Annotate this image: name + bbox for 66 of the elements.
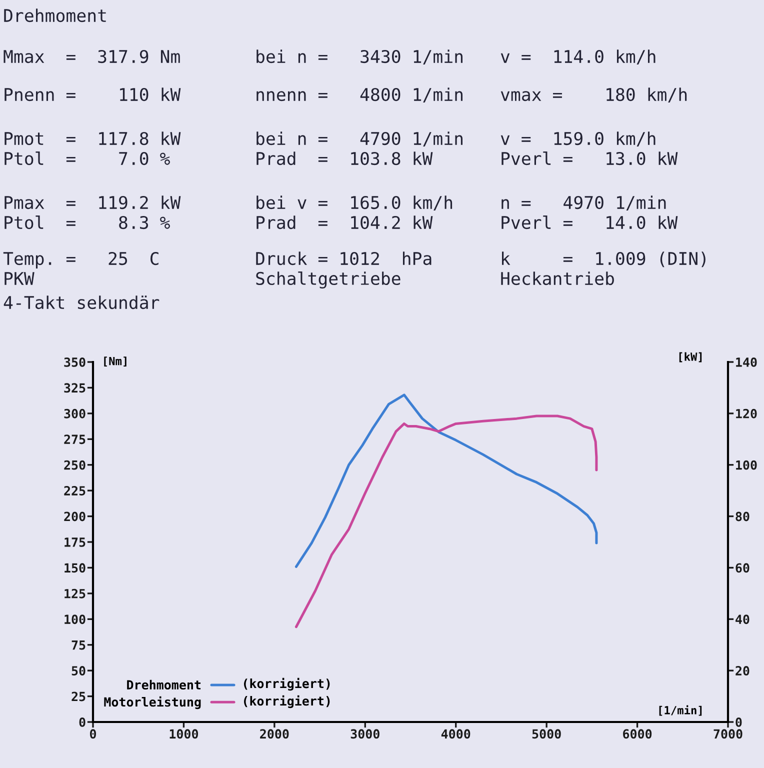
text: PKW xyxy=(4,272,34,285)
text: Schaltgetriebe xyxy=(256,271,400,289)
text: k = 1.009 (DIN) xyxy=(502,252,706,268)
y2-tick-label: 140 xyxy=(736,357,757,367)
y2-tick-label: 0 xyxy=(736,717,742,727)
text: Pmot = 117.8 kW xyxy=(4,132,181,146)
text: bei n = 4790 1/min xyxy=(256,132,462,146)
text: Prad = 104.2 kW xyxy=(256,216,433,230)
y-tick-label: 75 xyxy=(72,640,86,650)
x-tick-label: 5000 xyxy=(532,729,561,739)
text: Pverl = 14.0 kW xyxy=(502,216,678,230)
y2-tick-label: 120 xyxy=(736,408,757,418)
text: bei v = 165.0 km/h xyxy=(256,196,452,210)
annotation: (korrigiert) xyxy=(244,695,330,708)
y-tick-label: 250 xyxy=(64,460,86,470)
y2-tick-label: 60 xyxy=(736,563,750,573)
x-tick-label: 4000 xyxy=(441,729,470,739)
y-tick-label: 175 xyxy=(64,538,86,547)
x-tick-label: 0 xyxy=(90,729,96,739)
y-tick-label: 200 xyxy=(64,512,86,522)
y-tick-label: 100 xyxy=(64,614,86,624)
text: Heckantrieb xyxy=(501,272,614,286)
text: v = 159.0 km/h xyxy=(500,132,656,146)
text: Temp. = 25 C xyxy=(3,252,158,268)
text: vmax = 180 km/h xyxy=(500,88,687,102)
y-tick-label: 0 xyxy=(79,717,86,727)
y-tick-label: 275 xyxy=(64,434,86,444)
y2-axis-title: [kW] xyxy=(679,352,702,362)
text: Pnenn = 110 kW xyxy=(4,88,181,102)
y-tick-label: 25 xyxy=(72,692,86,702)
chart-title: Drehmoment xyxy=(4,8,106,22)
y-tick-label: 300 xyxy=(64,408,86,418)
y-tick-label: 150 xyxy=(64,563,86,573)
y2-tick-label: 20 xyxy=(736,666,750,676)
text: Prad = 103.8 kW xyxy=(256,152,433,166)
y2-tick-label: 40 xyxy=(736,614,750,624)
text: 4-Takt sekundär xyxy=(4,296,160,310)
text: Ptol = 8.3 % xyxy=(4,216,170,230)
x-tick-label: 1000 xyxy=(170,729,198,739)
y-axis-title: [Nm] xyxy=(104,356,126,367)
x-tick-label: 3000 xyxy=(350,729,380,739)
y-tick-label: 225 xyxy=(64,486,86,496)
x-tick-label: 2000 xyxy=(260,729,289,739)
text: nnenn = 4800 1/min xyxy=(256,88,462,102)
y-tick-label: 50 xyxy=(72,666,86,676)
text: bei n = 3430 1/min xyxy=(256,50,462,64)
text: Mmax = 317.9 Nm xyxy=(4,50,180,64)
x-tick-label: 7000 xyxy=(714,729,742,739)
y2-tick-label: 100 xyxy=(736,460,757,470)
annotation: (korrigiert) xyxy=(244,678,330,691)
text: Pmax = 119.2 kW xyxy=(4,196,181,210)
text: Ptol = 7.0 % xyxy=(4,152,170,166)
legend-label: Motorleistung xyxy=(104,696,201,710)
legend-label: Drehmoment xyxy=(127,680,201,690)
y-tick-label: 350 xyxy=(64,357,86,367)
line-series xyxy=(294,394,598,568)
text: Druck = 1012 hPa xyxy=(256,252,432,266)
line-series xyxy=(294,414,598,628)
text: v = 114.0 km/h xyxy=(500,50,656,64)
text: n = 4970 1/min xyxy=(502,196,666,210)
x-tick-label: 6000 xyxy=(623,729,652,739)
x-axis-title: [1/min] xyxy=(659,705,702,716)
y2-tick-label: 80 xyxy=(736,512,750,522)
text: Pverl = 13.0 kW xyxy=(502,152,678,166)
y-tick-label: 325 xyxy=(64,383,86,393)
y-tick-label: 125 xyxy=(64,588,86,598)
